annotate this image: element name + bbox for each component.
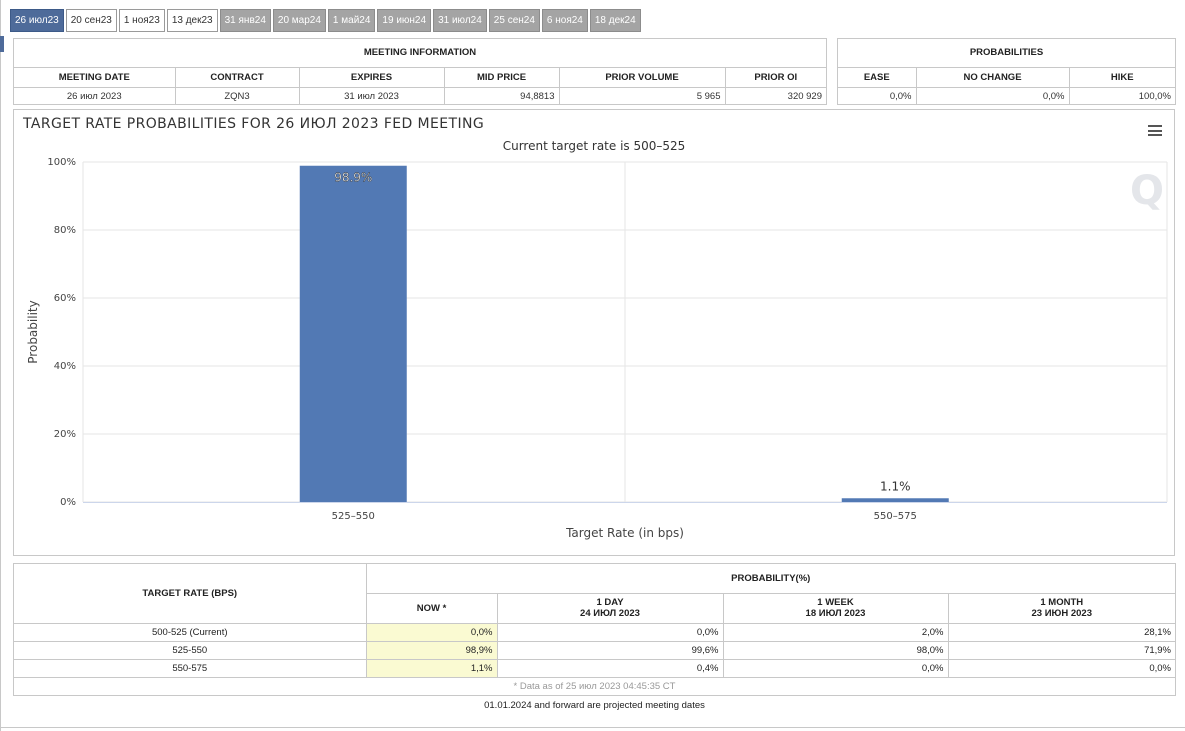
col-mid-price: MID PRICE (444, 68, 560, 88)
bar-data-label: 1.1% (880, 479, 911, 493)
meeting-values-row: 26 июл 2023 ZQN3 31 июл 2023 94,8813 5 9… (14, 87, 826, 105)
tab-meeting-4[interactable]: 31 янв24 (219, 9, 271, 32)
contract-value: ZQN3 (175, 87, 300, 105)
bar-data-label: 98.9% (334, 171, 372, 185)
probabilities-values-row: 0,0% 0,0% 100,0% (838, 87, 1175, 105)
target-rate-cell: 525-550 (14, 641, 367, 660)
ease-value: 0,0% (838, 87, 917, 105)
history-header-row: TARGET RATE (BPS) PROBABILITY(%) (14, 564, 1175, 624)
history-col-label: 1 WEEK (817, 597, 854, 608)
tab-meeting-8[interactable]: 31 июл24 (433, 9, 487, 32)
probability-cell: 0,4% (497, 659, 724, 678)
tab-meeting-5[interactable]: 20 мар24 (272, 9, 326, 32)
x-axis-title: Target Rate (in bps) (565, 526, 684, 540)
probability-cell: 1,1% (366, 659, 498, 678)
meeting-columns-row: MEETING DATE CONTRACT EXPIRES MID PRICE … (14, 68, 826, 88)
chart-menu-icon[interactable] (1148, 125, 1162, 136)
history-columns-row: NOW * 1 DAY 24 ИЮЛ 2023 1 WEEK 18 ИЮЛ 2023 1 … (14, 593, 1175, 624)
tab-meeting-1[interactable]: 20 сен23 (65, 9, 117, 32)
chart-subtitle: Current target rate is 500–525 (502, 139, 686, 153)
history-col-3: 1 MONTH 23 ИЮН 2023 (948, 593, 1175, 624)
meeting-information-header: MEETING INFORMATION (14, 39, 826, 68)
tab-meeting-3[interactable]: 13 дек23 (166, 9, 218, 32)
x-tick-label: 550–575 (874, 511, 917, 522)
probabilities-panel: PROBABILITIES EASE NO CHANGE HIKE 0,0% 0… (837, 38, 1176, 105)
data-note-row: * Data as of 25 июл 2023 04:45:35 CT (14, 677, 1175, 696)
prior-oi-value: 320 929 (787, 90, 822, 102)
x-tick-label: 525–550 (332, 511, 375, 522)
probability-cell: 0,0% (497, 623, 724, 642)
col-expires: EXPIRES (299, 68, 445, 88)
data-as-of-note: * Data as of 25 июл 2023 04:45:35 CT (14, 677, 1175, 696)
table-row: 525-550 98,9% 99,6% 98,0% 71,9% (14, 641, 1175, 660)
history-col-2: 1 WEEK 18 ИЮЛ 2023 (723, 593, 949, 624)
meeting-date-value: 26 июл 2023 (14, 87, 176, 105)
history-col-label: 1 DAY (596, 597, 624, 608)
probabilities-columns-row: EASE NO CHANGE HIKE (838, 68, 1175, 88)
col-no-change: NO CHANGE (916, 68, 1070, 88)
history-col-1: 1 DAY 24 ИЮЛ 2023 (497, 593, 724, 624)
history-col-date: 23 ИЮН 2023 (1031, 608, 1092, 619)
y-axis-title: Probability (26, 300, 40, 363)
y-tick-label: 40% (54, 361, 76, 372)
left-edge-strip (0, 36, 4, 52)
history-col-label: NOW * (416, 602, 447, 614)
probability-header: PROBABILITY(%) (366, 564, 1175, 594)
no-change-value: 0,0% (916, 87, 1070, 105)
col-hike: HIKE (1069, 68, 1175, 88)
probabilities-header: PROBABILITIES (838, 39, 1175, 68)
tab-meeting-0[interactable]: 26 июл23 (10, 9, 64, 32)
y-tick-label: 80% (54, 225, 76, 236)
tab-meeting-9[interactable]: 25 сен24 (488, 9, 540, 32)
history-col-0: NOW * (366, 593, 498, 624)
tab-meeting-11[interactable]: 18 дек24 (589, 9, 641, 32)
probability-cell: 98,0% (723, 641, 949, 660)
probability-cell: 99,6% (497, 641, 724, 660)
bar-525–550 (299, 165, 407, 503)
mid-price-value: 94,8813 (444, 87, 560, 105)
y-tick-label: 0% (60, 497, 76, 508)
probability-cell: 0,0% (948, 659, 1175, 678)
probability-history-panel: TARGET RATE (BPS) PROBABILITY(%) NOW * 1 … (13, 563, 1176, 696)
hike-value: 100,0% (1138, 90, 1171, 102)
target-rate-cell: 500-525 (Current) (14, 623, 367, 642)
target-rate-header: TARGET RATE (BPS) (14, 564, 367, 624)
col-prior-oi: PRIOR OI (725, 68, 826, 88)
y-tick-label: 60% (54, 293, 76, 304)
history-col-date: 18 ИЮЛ 2023 (805, 608, 866, 619)
probability-cell: 0,0% (366, 623, 498, 642)
tab-meeting-2[interactable]: 1 ноя23 (118, 9, 165, 32)
chart-title: TARGET RATE PROBABILITIES FOR 26 ИЮЛ 202… (23, 116, 485, 132)
expires-value: 31 июл 2023 (299, 87, 445, 105)
table-row: 500-525 (Current) 0,0% 0,0% 2,0% 28,1% (14, 623, 1175, 642)
watermark-logo-icon: Q (1129, 168, 1164, 214)
chart-panel: TARGET RATE PROBABILITIES FOR 26 ИЮЛ 202… (13, 109, 1175, 556)
table-row: 550-575 1,1% 0,4% 0,0% 0,0% (14, 659, 1175, 678)
probability-cell: 0,0% (723, 659, 949, 678)
bottom-border (0, 727, 1185, 728)
meeting-date-tabs: 26 июл23 20 сен23 1 ноя23 13 дек23 31 янв24 2… (10, 9, 641, 32)
prior-volume-value: 5 965 (559, 87, 726, 105)
projected-dates-footnote: 01.01.2024 and forward are projected mee… (484, 700, 705, 711)
probability-cell: 98,9% (366, 641, 498, 660)
col-ease: EASE (838, 68, 917, 88)
y-tick-label: 100% (47, 157, 76, 168)
col-meeting-date: MEETING DATE (14, 68, 176, 88)
bar-550–575 (841, 498, 949, 502)
history-col-label: 1 MONTH (1040, 597, 1084, 608)
meeting-information-panel: MEETING INFORMATION MEETING DATE CONTRAC… (13, 38, 827, 105)
target-rate-cell: 550-575 (14, 659, 367, 678)
probability-cell: 2,0% (723, 623, 949, 642)
probability-cell: 28,1% (948, 623, 1175, 642)
tab-meeting-7[interactable]: 19 июн24 (377, 9, 432, 32)
tab-meeting-10[interactable]: 6 ноя24 (541, 9, 588, 32)
history-col-date: 24 ИЮЛ 2023 (580, 608, 640, 619)
bar-chart: 0% 20% 40% 60% 80% 100% 98.9% 525–550 1.1% 550–57… (26, 157, 1168, 540)
y-tick-label: 20% (54, 429, 76, 440)
col-contract: CONTRACT (175, 68, 300, 88)
col-prior-volume: PRIOR VOLUME (559, 68, 726, 88)
tab-meeting-6[interactable]: 1 май24 (327, 9, 376, 32)
probability-cell: 71,9% (948, 641, 1175, 660)
